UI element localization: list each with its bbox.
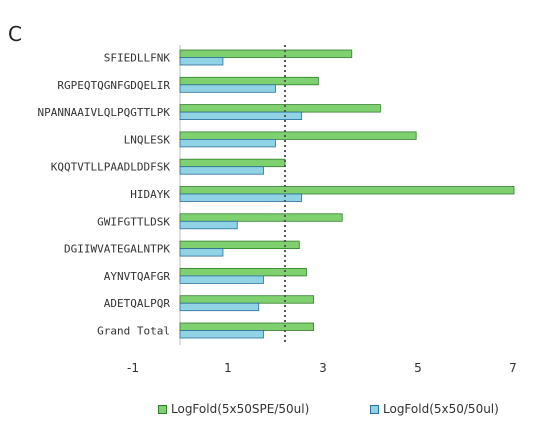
- bar-series-1: [179, 240, 300, 250]
- bar-series-2: [179, 248, 224, 257]
- bar-series-1: [179, 131, 417, 140]
- bar-series-2: [179, 57, 224, 66]
- bar-series-2: [179, 111, 303, 120]
- bar-series-1: [179, 295, 315, 304]
- x-tick-label: 5: [414, 361, 422, 375]
- category-label: Grand Total: [97, 325, 170, 338]
- bar-series-2: [179, 166, 264, 175]
- bar-series-2: [179, 138, 276, 148]
- legend-swatch-series-2: [370, 404, 379, 414]
- bar-series-2: [179, 84, 276, 93]
- category-label: DGIIWVATEGALNTPK: [64, 243, 170, 256]
- legend-item-series-2: LogFold(5x50/50ul): [370, 402, 499, 416]
- category-label: NPANNAAIVLQLPQGTTLPK: [38, 106, 171, 119]
- bar-series-1: [179, 186, 515, 195]
- x-tick-label: 3: [319, 361, 327, 375]
- bar-series-2: [179, 193, 303, 202]
- category-label: ADETQALPQR: [104, 297, 171, 310]
- bar-series-2: [179, 220, 238, 230]
- legend-label-series-1: LogFold(5x50SPE/50ul): [171, 402, 310, 416]
- category-labels: SFIEDLLFNK RGPEQTQGNFGDQELIR NPANNAAIVLQLP…: [38, 52, 171, 338]
- bar-series-1: [179, 267, 307, 277]
- category-label: SFIEDLLFNK: [104, 52, 171, 65]
- x-tick-label: -1: [127, 361, 139, 375]
- bar-series-2: [179, 330, 264, 339]
- bar-chart: SFIEDLLFNK RGPEQTQGNFGDQELIR NPANNAAIVLQLP…: [38, 45, 517, 375]
- bar-series-1: [179, 76, 319, 86]
- bar-series-1: [179, 213, 343, 222]
- legend-item-series-1: LogFold(5x50SPE/50ul): [158, 402, 309, 416]
- bar-series-1: [179, 49, 353, 58]
- category-label: GWIFGTTLDSK: [97, 215, 170, 228]
- x-tick-label: 7: [509, 361, 517, 375]
- bar-series-2: [179, 302, 260, 312]
- bar-series-1: [179, 322, 315, 331]
- legend-label-series-2: LogFold(5x50/50ul): [383, 402, 499, 416]
- bar-series-1: [179, 158, 286, 168]
- bars-layer: [179, 45, 515, 345]
- category-label: RGPEQTQGNFGDQELIR: [57, 79, 170, 92]
- bar-series-2: [179, 275, 264, 284]
- bar-series-1: [179, 104, 381, 113]
- category-label: KQQTVTLLPAADLDDFSK: [51, 161, 171, 174]
- category-label: AYNVTQAFGR: [104, 270, 171, 283]
- category-label: LNQLESK: [124, 133, 171, 146]
- legend-swatch-series-1: [158, 404, 167, 414]
- category-label: HIDAYK: [130, 188, 170, 201]
- x-tick-label: 1: [224, 361, 232, 375]
- x-axis-tick-labels: -1 1 3 5 7: [127, 361, 517, 375]
- panel-label: C: [8, 22, 22, 46]
- legend: LogFold(5x50SPE/50ul) LogFold(5x50/50ul): [0, 402, 550, 422]
